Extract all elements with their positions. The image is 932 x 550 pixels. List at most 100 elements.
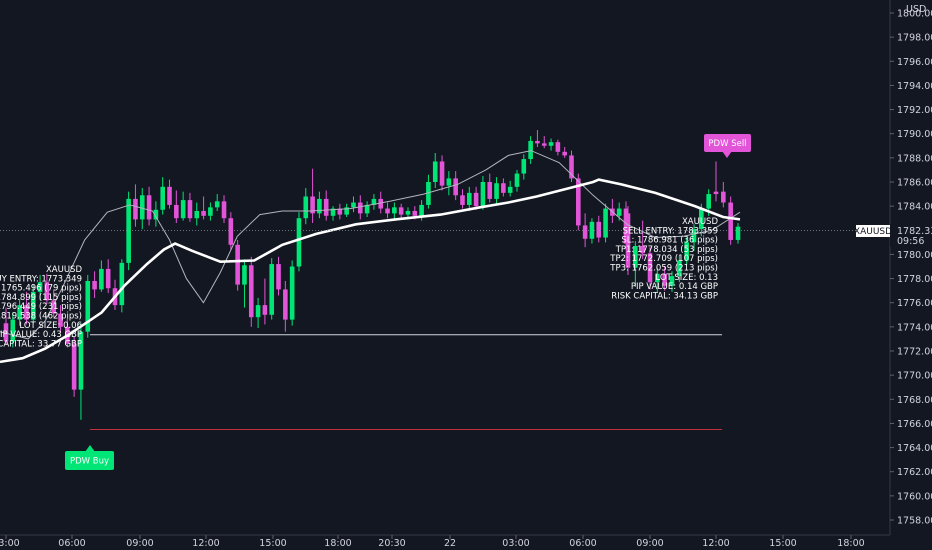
bullish-candle [603,203,608,243]
bullish-candle [677,255,682,283]
price-tick-label: 1780.000 [897,250,932,261]
price-tick-label: 1794.000 [897,81,932,92]
bearish-candle [596,215,602,243]
price-tick-label: 1790.000 [897,129,932,140]
bullish-candle [466,186,472,211]
price-tick-label: 1762.000 [897,467,932,478]
current-price-tag-box [890,224,932,247]
time-axis-ticks: 03:00 06:00 09:00 12:00 15:00 18:00 20:30 22 03:… [0,535,865,549]
price-tick-label: 1770.000 [897,371,932,382]
price-tick-label: 1800.000 [897,9,932,20]
bearish-candle [453,171,458,201]
price-tick-label: 1776.000 [897,298,932,309]
price-tick-label: 1786.000 [897,178,932,189]
bullish-candle [30,284,36,324]
bullish-candle [494,177,499,204]
buy-signal-panel: XAUUSDBUY ENTRY: 1773.349SL: 1765.496 (7… [0,265,82,349]
bearish-candle [662,266,667,291]
bearish-candle [576,173,581,231]
bearish-candle [487,173,493,203]
bullish-candle [432,153,438,189]
bullish-candle [446,171,452,196]
sell-badge-label: PDW Sell [708,139,746,149]
bullish-candle [548,138,554,151]
bearish-candle [228,212,234,250]
time-tick-label: 22 [444,538,456,549]
bearish-candle [24,291,29,325]
time-tick-label: 09:00 [126,538,153,549]
panel-line: TP1: 1784.899 (115 pips) [0,293,82,303]
time-tick-label: 06:00 [569,538,596,549]
bullish-candle [296,212,302,272]
bullish-candle [269,258,275,320]
panel-line: BUY ENTRY: 1773.349 [0,274,82,284]
panel-line: PIP VALUE: 0.14 GBP [631,282,718,292]
bearish-candle [51,289,56,318]
panel-line: TP3: 1819.538 (462 pips) [0,312,82,322]
bullish-candle [37,274,43,301]
bearish-candle [535,130,540,147]
bearish-candle [44,273,50,304]
panel-line: PIP VALUE: 0.43 GBP [0,330,82,340]
bullish-candle [528,136,533,164]
panel-line: SELL ENTRY: 1783.359 [623,226,718,236]
symbol-tag-box [856,225,890,237]
bullish-candle [669,271,675,292]
bearish-candle [310,168,315,224]
price-tick-label: 1798.000 [897,33,932,44]
bearish-candle [248,256,254,327]
bullish-candle [289,260,295,326]
bearish-candle [357,195,363,220]
slow-moving-average-line [0,178,741,364]
bearish-candle [562,146,567,158]
panel-title: XAUUSD [46,265,82,275]
bearish-candle [625,206,631,275]
bullish-candle [180,191,186,221]
bullish-candle [17,299,22,326]
time-tick-label: 03:00 [0,538,20,549]
buy-signal-badge[interactable]: PDW Buy [65,445,114,470]
sell-signal-badge[interactable]: PDW Sell [704,134,751,158]
bullish-candle [330,206,336,221]
bearish-candle [640,220,645,260]
bullish-candle [521,154,527,180]
bullish-candle [317,191,322,219]
price-tick-label: 1774.000 [897,322,932,333]
bullish-candle [392,202,397,220]
candle-countdown: 09:56 [897,236,924,247]
bullish-candle [160,177,166,215]
bearish-candle [92,271,97,298]
sell-badge-box [704,134,751,152]
buy-badge-pointer [85,445,95,452]
bullish-candle [684,237,689,266]
bearish-candle [201,196,206,220]
panel-line: TP3: 1762.059 (213 pips) [609,264,718,274]
bullish-candle [364,201,370,218]
bearish-candle [221,195,227,224]
bearish-candle [439,155,445,191]
current-price-tag[interactable]: 1782.330 09:56 [890,224,932,247]
bearish-candle [146,186,152,226]
price-tick-label: 1760.000 [897,491,932,502]
time-tick-label: 18:00 [324,538,351,549]
bearish-candle [555,139,561,156]
price-tick-label: 1792.000 [897,105,932,116]
panel-line: RISK CAPITAL: 34.13 GBP [611,291,718,301]
bullish-candle [85,274,91,338]
panel-line: LOT SIZE: 0.13 [655,273,718,283]
price-tick-label: 1778.000 [897,274,932,285]
bearish-candle [133,184,138,227]
bullish-candle [214,194,220,211]
panel-line: SL: 1765.496 (79 pips) [0,284,82,294]
panel-line: TP2: 1772.709 (107 pips) [609,254,718,264]
symbol-tag-label: XAUUSD [854,227,892,237]
symbol-tag[interactable]: XAUUSD [854,225,892,237]
candles [3,130,741,420]
bullish-candle [480,175,486,210]
price-tick-label: 1764.000 [897,443,932,454]
bullish-candle [208,202,213,221]
bullish-candle [507,180,513,197]
bearish-candle [473,186,479,210]
